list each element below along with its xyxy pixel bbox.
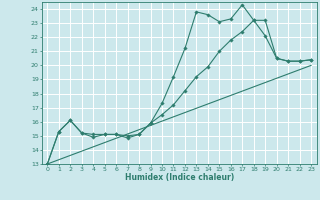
X-axis label: Humidex (Indice chaleur): Humidex (Indice chaleur) (124, 173, 234, 182)
